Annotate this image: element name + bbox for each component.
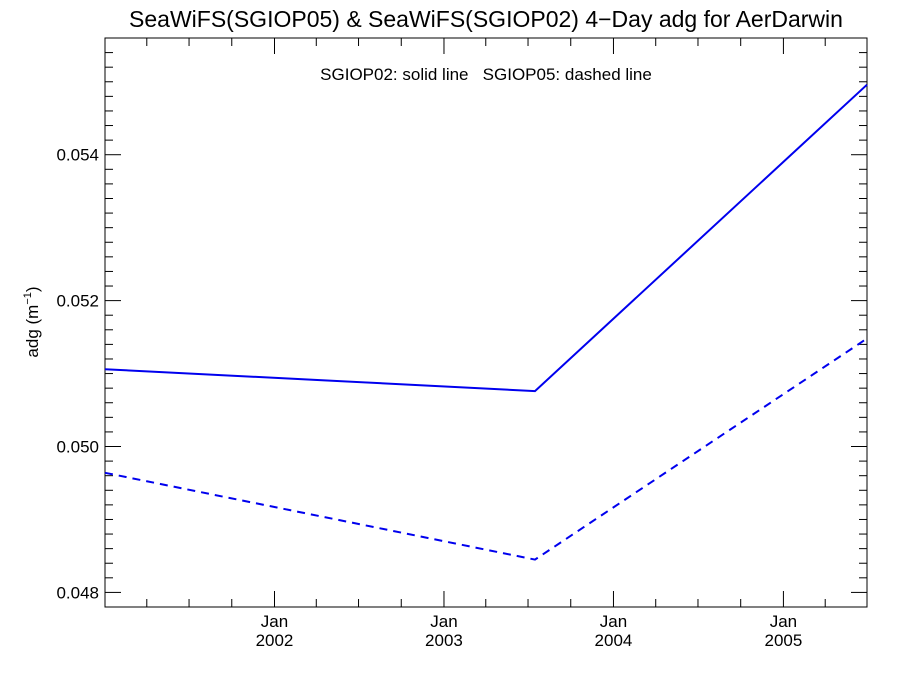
x-tick-month-label: Jan [261,612,288,631]
y-tick-label: 0.052 [56,292,99,311]
y-axis-label: adg (m−1) [22,286,42,357]
y-axis-label-main: adg (m [23,305,42,358]
plot-frame [104,37,868,608]
x-tick-year-label: 2005 [765,631,803,650]
series-line-solid [104,83,868,393]
x-tick-month-label: Jan [600,612,627,631]
series-line-dashed [104,337,868,561]
y-tick-label: 0.050 [56,438,99,457]
chart-title: SeaWiFS(SGIOP05) & SeaWiFS(SGIOP02) 4−Da… [129,6,843,32]
x-tick-year-label: 2003 [425,631,463,650]
x-tick-year-label: 2004 [595,631,633,650]
series-style-note: SGIOP02: solid line SGIOP05: dashed line [320,65,652,84]
x-tick-month-label: Jan [770,612,797,631]
y-tick-label: 0.048 [56,583,99,602]
x-tick-month-label: Jan [430,612,457,631]
y-tick-label: 0.054 [56,146,99,165]
x-tick-year-label: 2002 [256,631,294,650]
y-axis-label-close: ) [23,286,42,292]
y-axis-label-exponent: −1 [22,292,34,305]
